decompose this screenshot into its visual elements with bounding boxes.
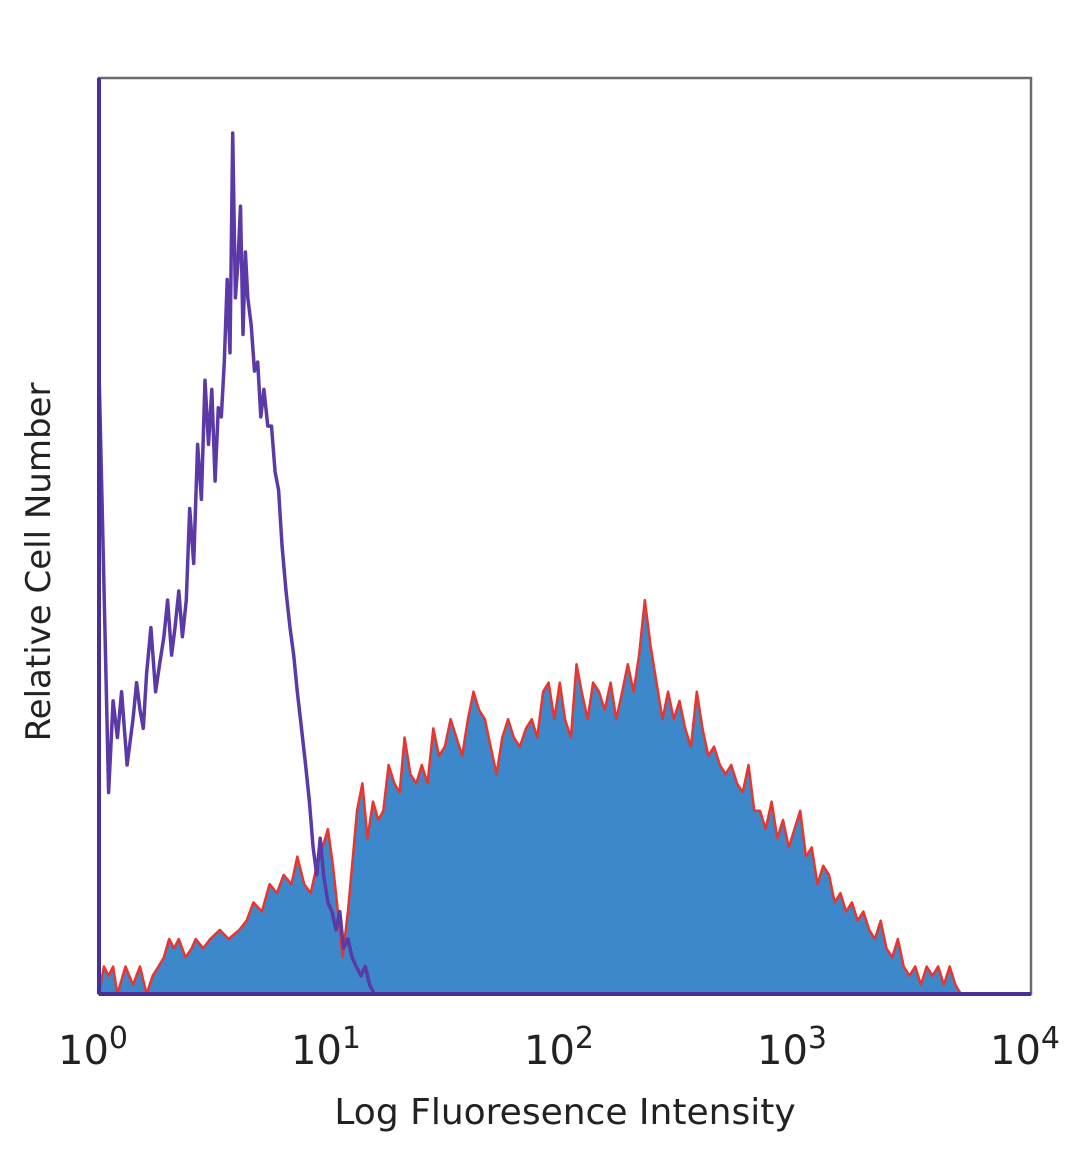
series-0-line [97, 598, 962, 996]
x-tick-label: 102 [524, 1021, 594, 1074]
series-0-area [99, 600, 961, 994]
x-tick-labels: 100 101 102 103 104 [58, 1021, 1060, 1074]
x-axis-title: Log Fluoresence Intensity [334, 1092, 795, 1133]
x-tick-label: 104 [990, 1021, 1060, 1074]
x-tick-label: 103 [757, 1021, 827, 1074]
x-tick-label: 101 [291, 1021, 361, 1074]
x-tick-label: 100 [58, 1021, 128, 1074]
y-axis-title: Relative Cell Number [19, 383, 59, 742]
series-layer [97, 131, 962, 996]
series-1-line [97, 131, 376, 995]
